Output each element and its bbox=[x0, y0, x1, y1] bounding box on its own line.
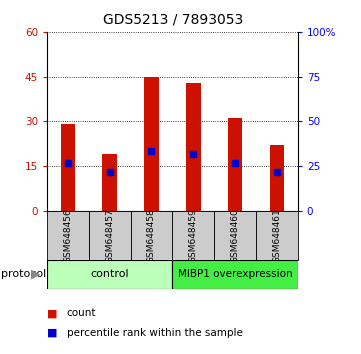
Bar bbox=[61, 124, 75, 211]
Text: GSM648458: GSM648458 bbox=[147, 208, 156, 263]
FancyBboxPatch shape bbox=[173, 260, 298, 289]
FancyBboxPatch shape bbox=[131, 211, 173, 260]
Text: GSM648459: GSM648459 bbox=[189, 208, 198, 263]
FancyBboxPatch shape bbox=[47, 260, 173, 289]
Text: ▶: ▶ bbox=[31, 268, 40, 281]
Text: GSM648461: GSM648461 bbox=[273, 208, 282, 263]
Text: protocol: protocol bbox=[1, 269, 46, 279]
FancyBboxPatch shape bbox=[214, 211, 256, 260]
FancyBboxPatch shape bbox=[89, 211, 131, 260]
FancyBboxPatch shape bbox=[173, 211, 214, 260]
Text: GSM648460: GSM648460 bbox=[231, 208, 240, 263]
Text: GDS5213 / 7893053: GDS5213 / 7893053 bbox=[103, 12, 243, 27]
Bar bbox=[102, 154, 117, 211]
Text: percentile rank within the sample: percentile rank within the sample bbox=[67, 328, 243, 338]
Text: ■: ■ bbox=[47, 328, 57, 338]
Bar bbox=[144, 76, 159, 211]
Bar bbox=[228, 118, 243, 211]
FancyBboxPatch shape bbox=[47, 211, 89, 260]
Text: ■: ■ bbox=[47, 308, 57, 318]
Text: MIBP1 overexpression: MIBP1 overexpression bbox=[178, 269, 292, 279]
Text: GSM648457: GSM648457 bbox=[105, 208, 114, 263]
Text: count: count bbox=[67, 308, 96, 318]
Text: GSM648456: GSM648456 bbox=[63, 208, 72, 263]
Bar bbox=[186, 82, 201, 211]
Text: control: control bbox=[90, 269, 129, 279]
Bar bbox=[270, 145, 284, 211]
FancyBboxPatch shape bbox=[256, 211, 298, 260]
